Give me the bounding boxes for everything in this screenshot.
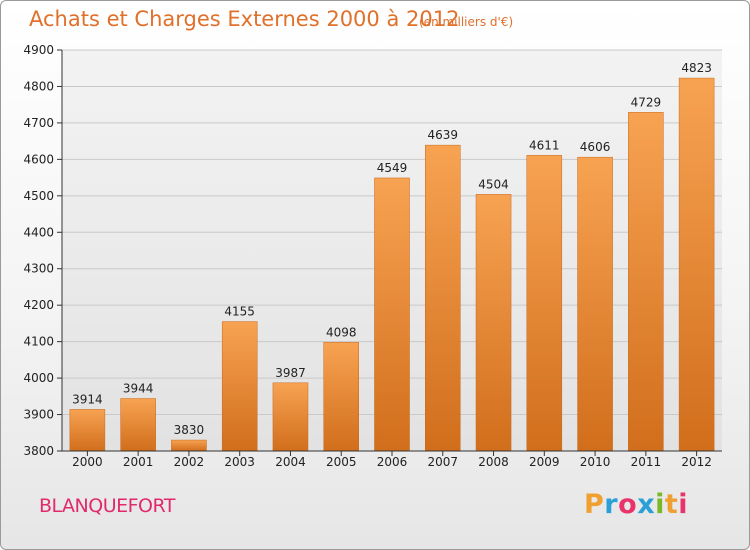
x-tick-label: 2012: [681, 455, 712, 469]
bar-value-label: 4098: [326, 325, 357, 339]
bar: [221, 321, 258, 452]
y-tick-label: 3900: [23, 408, 54, 422]
y-tick-label: 4000: [23, 371, 54, 385]
logo-letter: i: [655, 489, 665, 520]
chart-subtitle: (en milliers d'€): [419, 15, 514, 29]
chart-title: Achats et Charges Externes 2000 à 2012: [29, 7, 460, 31]
y-tick-label: 4800: [23, 79, 54, 93]
y-tick-label: 3800: [23, 444, 54, 458]
bar: [526, 155, 563, 452]
logo-letter: i: [678, 489, 689, 520]
bar: [577, 156, 613, 452]
bar-value-label: 3944: [123, 382, 154, 396]
logo-letter: x: [637, 489, 656, 520]
x-tick-label: 2007: [427, 455, 458, 469]
bar: [374, 177, 410, 452]
bar: [475, 194, 512, 452]
y-tick-label: 4400: [23, 225, 54, 239]
bar-value-label: 4729: [631, 95, 662, 109]
bar: [171, 439, 207, 452]
bar-value-label: 4606: [580, 140, 611, 154]
bar-value-label: 3987: [275, 366, 306, 380]
bar-value-label: 4823: [681, 61, 712, 75]
bar: [272, 382, 309, 452]
bar-value-label: 4155: [224, 305, 255, 319]
bars: 3914 3944 3830 4155 3987 4098 4549 4639 4504 4611…: [69, 61, 715, 452]
x-tick-label: 2002: [174, 455, 205, 469]
x-tick-label: 2009: [529, 455, 560, 469]
bar-value-label: 3830: [174, 423, 205, 437]
x-tick-label: 2001: [123, 455, 154, 469]
logo-letter: P: [584, 489, 605, 520]
bar: [425, 144, 461, 452]
bar-value-label: 4504: [478, 177, 509, 191]
y-tick-label: 4300: [23, 262, 54, 276]
y-tick-label: 4100: [23, 335, 54, 349]
logo-letter: r: [604, 489, 619, 520]
logo-letter: o: [618, 489, 638, 520]
bar-value-label: 4611: [529, 138, 560, 152]
x-tick-label: 2000: [72, 455, 103, 469]
bar-value-label: 3914: [72, 392, 103, 406]
bar-value-label: 4639: [427, 128, 458, 142]
y-tick-label: 4200: [23, 298, 54, 312]
x-tick-label: 2008: [478, 455, 509, 469]
x-tick-label: 2011: [631, 455, 662, 469]
x-tick-label: 2006: [377, 455, 408, 469]
x-tick-label: 2005: [326, 455, 357, 469]
y-tick-label: 4900: [23, 43, 54, 57]
y-tick-label: 4600: [23, 152, 54, 166]
bar: [678, 77, 715, 452]
bar: [628, 112, 664, 452]
y-tick-label: 4500: [23, 189, 54, 203]
city-label: BLANQUEFORT: [39, 495, 175, 517]
y-axis: 3800 3900 4000 4100 4200 4300 4400 4500 4600 4700…: [23, 43, 63, 458]
bar: [69, 409, 106, 452]
y-tick-label: 4700: [23, 116, 54, 130]
bar: [323, 342, 359, 452]
x-tick-label: 2010: [580, 455, 611, 469]
x-tick-label: 2004: [275, 455, 306, 469]
logo-letter: t: [664, 489, 679, 520]
proxiti-logo: Proxiti: [584, 489, 688, 520]
x-tick-label: 2003: [224, 455, 255, 469]
bar: [120, 398, 156, 452]
x-axis: 2000 2001 2002 2003 2004 2005 2006 2007 2008 2009…: [62, 450, 722, 469]
bar-value-label: 4549: [377, 161, 408, 175]
